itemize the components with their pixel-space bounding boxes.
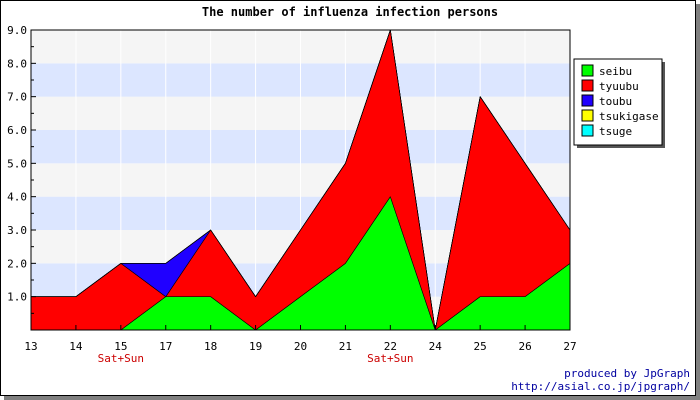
chart-title: The number of influenza infection person… — [202, 5, 498, 19]
x-tick-label: 22 — [384, 340, 397, 353]
y-tick-labels: 1.0 2.0 3.0 4.0 5.0 6.0 7.0 8.0 9.0 — [7, 24, 27, 304]
x-tick-label: 24 — [429, 340, 443, 353]
y-tick-label: 2.0 — [7, 257, 27, 270]
credit-url: http://asial.co.jp/jpgraph/ — [511, 380, 690, 393]
x-tick-label: 26 — [518, 340, 531, 353]
legend-swatch-tsukigase — [581, 109, 594, 122]
x-tick-label: 18 — [204, 340, 217, 353]
legend-label-toubu: toubu — [599, 95, 632, 108]
x-tick-label: 17 — [159, 340, 172, 353]
x-tick-label: 21 — [339, 340, 352, 353]
legend-swatch-toubu — [581, 94, 594, 107]
legend: seibu tyuubu toubu tsukigase tsuge — [573, 58, 665, 148]
legend-label-tsukigase: tsukigase — [599, 110, 659, 123]
x-tick-label: 15 — [114, 340, 127, 353]
legend-swatch-tsuge — [581, 124, 594, 137]
x-tick-label: 14 — [69, 340, 83, 353]
x-tick-label: 13 — [24, 340, 37, 353]
legend-label-tyuubu: tyuubu — [599, 80, 639, 93]
legend-swatch-seibu — [581, 64, 594, 77]
axes — [30, 29, 571, 331]
x-tick-label: 20 — [294, 340, 307, 353]
y-tick-label: 1.0 — [7, 291, 27, 304]
x-tick-label: 19 — [249, 340, 262, 353]
y-tick-label: 3.0 — [7, 224, 27, 237]
y-tick-label: 9.0 — [7, 24, 27, 37]
legend-label-tsuge: tsuge — [599, 125, 632, 138]
x-tick-label: 25 — [474, 340, 487, 353]
x-tick-note: Sat+Sun — [98, 352, 144, 365]
y-tick-label: 6.0 — [7, 124, 27, 137]
legend-label-seibu: seibu — [599, 65, 632, 78]
y-tick-label: 4.0 — [7, 191, 27, 204]
y-tick-label: 8.0 — [7, 57, 27, 70]
x-tick-label: 27 — [563, 340, 576, 353]
y-tick-label: 5.0 — [7, 157, 27, 170]
x-tick-note: Sat+Sun — [367, 352, 413, 365]
legend-swatch-tyuubu — [581, 79, 594, 92]
y-tick-label: 7.0 — [7, 91, 27, 104]
credit-line: produced by JpGraph — [564, 367, 690, 380]
